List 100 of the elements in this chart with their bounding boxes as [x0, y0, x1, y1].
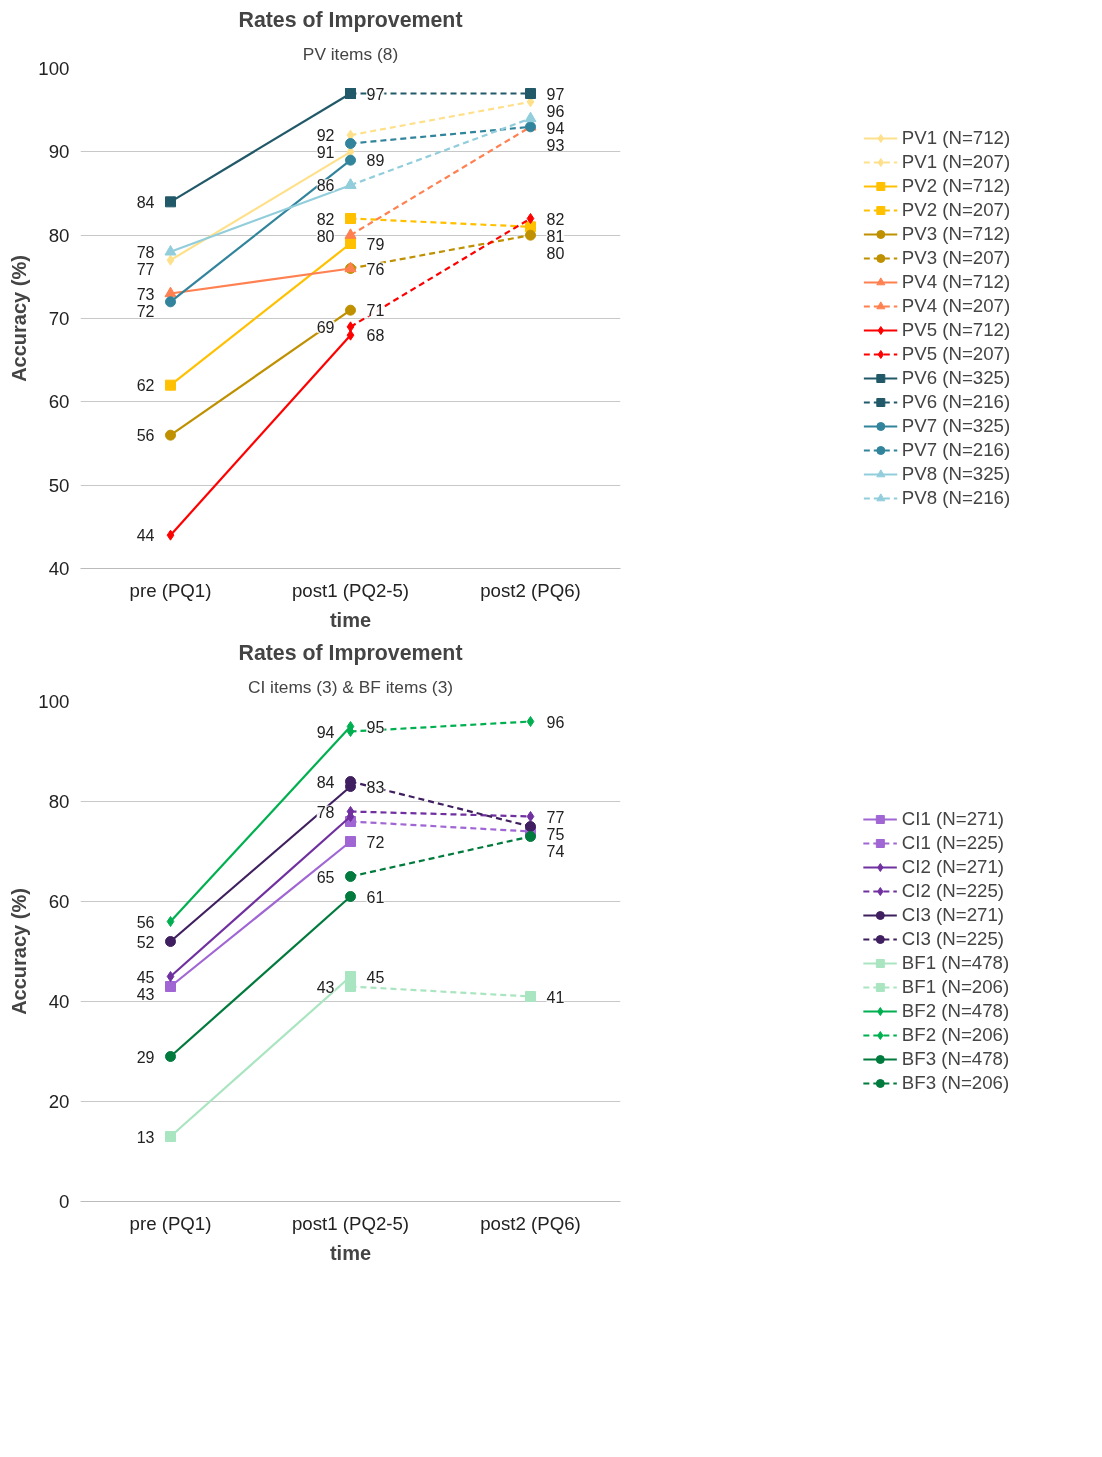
legend-label: PV3 (N=207) [901, 247, 1011, 269]
legend-label: PV2 (N=207) [901, 199, 1011, 221]
data-label: 79 [366, 235, 385, 253]
legend-label: PV6 (N=216) [901, 391, 1011, 413]
x-axis-title: time [329, 1241, 372, 1264]
y-tick-label: 40 [48, 991, 70, 1012]
legend-label: BF2 (N=478) [901, 1000, 1010, 1022]
y-tick-label: 60 [48, 391, 70, 413]
data-label: 92 [316, 127, 335, 145]
data-label: 96 [546, 713, 565, 731]
legend-label: CI1 (N=271) [901, 808, 1004, 830]
chart-subtitle: CI items (3) & BF items (3) [247, 676, 454, 697]
data-label: 43 [136, 985, 155, 1003]
data-label: 71 [366, 302, 385, 320]
legend-label: PV4 (N=712) [901, 271, 1011, 293]
data-label: 45 [136, 968, 155, 986]
data-label: 93 [546, 136, 565, 154]
data-label: 80 [546, 244, 565, 262]
y-tick-label: 0 [59, 1191, 70, 1212]
legend-label: PV4 (N=207) [901, 295, 1011, 317]
legend-label: BF3 (N=478) [901, 1048, 1010, 1070]
data-label: 45 [366, 968, 385, 986]
legend-label: CI2 (N=271) [901, 856, 1004, 878]
data-label: 81 [546, 227, 565, 245]
y-tick-label: 100 [38, 691, 70, 712]
legend-label: PV5 (N=712) [901, 319, 1011, 341]
data-label: 97 [546, 85, 565, 103]
data-label: 78 [316, 803, 335, 821]
data-label: 95 [366, 718, 385, 736]
legend-label: PV7 (N=325) [901, 415, 1011, 437]
y-tick-label: 40 [48, 558, 70, 579]
x-tick-label: post2 (PQ6) [480, 579, 581, 601]
y-tick-label: 50 [48, 474, 70, 496]
y-tick-label: 80 [48, 791, 70, 812]
data-label: 80 [316, 227, 335, 245]
x-tick-label: pre (PQ1) [129, 1212, 212, 1234]
data-label: 91 [316, 144, 335, 162]
legend-label: BF2 (N=206) [901, 1024, 1010, 1046]
legend-label: CI1 (N=225) [901, 832, 1004, 854]
legend-label: BF1 (N=478) [901, 952, 1010, 974]
y-axis-title: Accuracy (%) [8, 255, 31, 382]
data-label: 77 [136, 260, 155, 278]
data-label: 86 [316, 177, 335, 195]
data-label: 74 [546, 842, 565, 860]
data-label: 84 [316, 773, 335, 791]
data-label: 77 [546, 808, 565, 826]
chart-title: Rates of Improvement [238, 640, 463, 665]
data-label: 84 [136, 193, 155, 211]
y-tick-label: 20 [48, 1091, 70, 1112]
data-label: 83 [366, 778, 385, 796]
data-label: 82 [546, 210, 565, 228]
legend-label: PV1 (N=207) [901, 151, 1011, 173]
data-label: 68 [366, 327, 385, 345]
data-label: 96 [546, 102, 565, 120]
data-label: 72 [136, 302, 155, 320]
x-axis-title: time [329, 608, 372, 631]
legend-label: CI3 (N=225) [901, 928, 1004, 950]
x-tick-label: post2 (PQ6) [480, 1212, 581, 1234]
data-label: 41 [546, 988, 565, 1006]
data-label: 94 [316, 723, 335, 741]
data-label: 97 [366, 85, 385, 103]
data-label: 75 [546, 825, 565, 843]
legend-label: PV5 (N=207) [901, 343, 1011, 365]
data-label: 82 [316, 210, 335, 228]
data-label: 44 [136, 527, 155, 545]
data-label: 76 [366, 260, 385, 278]
chart-subtitle: PV items (8) [302, 43, 399, 64]
y-axis-title: Accuracy (%) [8, 888, 31, 1015]
data-label: 73 [136, 285, 155, 303]
data-label: 56 [136, 913, 155, 931]
legend-label: BF1 (N=206) [901, 976, 1010, 998]
data-label: 43 [316, 978, 335, 996]
data-label: 94 [546, 119, 565, 137]
data-label: 89 [366, 152, 385, 170]
y-tick-label: 100 [38, 58, 70, 79]
data-label: 78 [136, 243, 155, 261]
data-label: 72 [366, 833, 385, 851]
legend-label: PV8 (N=325) [901, 463, 1011, 485]
legend-label: BF3 (N=206) [901, 1072, 1010, 1094]
legend-label: PV3 (N=712) [901, 223, 1011, 245]
data-label: 13 [136, 1128, 155, 1146]
legend-label: PV2 (N=712) [901, 175, 1011, 197]
legend-label: PV1 (N=712) [901, 127, 1011, 149]
legend-label: PV7 (N=216) [901, 439, 1011, 461]
legend-label: CI3 (N=271) [901, 904, 1004, 926]
data-label: 56 [136, 427, 155, 445]
data-label: 61 [366, 888, 385, 906]
y-tick-label: 80 [48, 224, 70, 246]
y-tick-label: 90 [48, 141, 70, 163]
legend-label: CI2 (N=225) [901, 880, 1004, 902]
legend-label: PV8 (N=216) [901, 487, 1011, 509]
data-label: 29 [136, 1048, 155, 1066]
x-tick-label: post1 (PQ2-5) [291, 579, 410, 601]
y-tick-label: 70 [48, 308, 70, 329]
data-label: 62 [136, 377, 155, 395]
y-tick-label: 60 [48, 891, 70, 912]
chart-title: Rates of Improvement [238, 7, 463, 32]
data-label: 65 [316, 868, 335, 886]
x-tick-label: post1 (PQ2-5) [291, 1212, 410, 1234]
x-tick-label: pre (PQ1) [129, 579, 212, 601]
